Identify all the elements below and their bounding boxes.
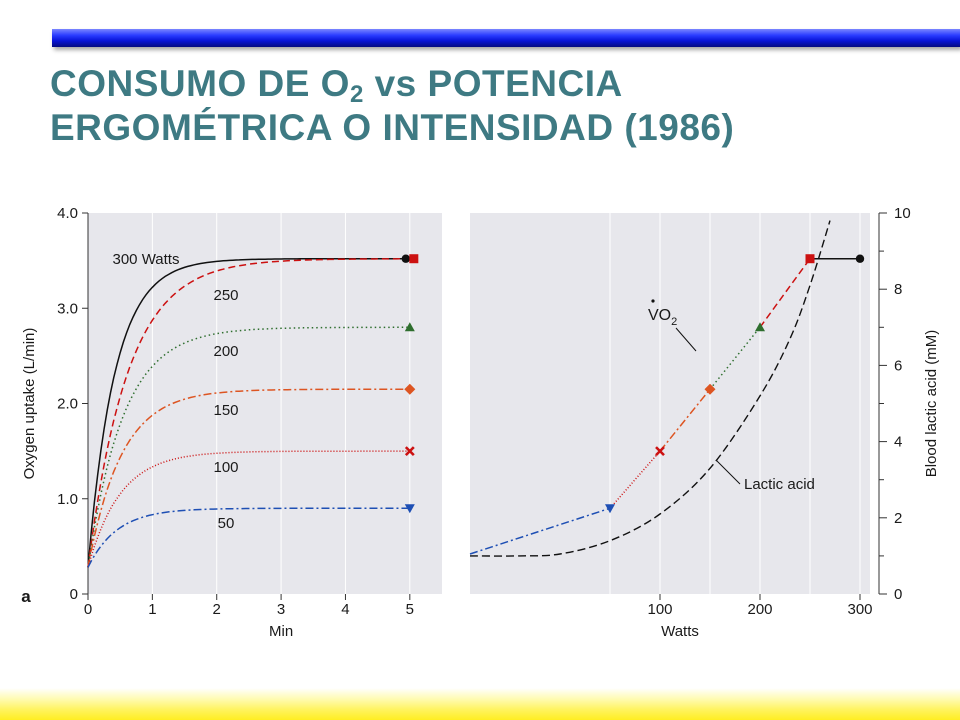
y-axis-label: Oxygen uptake (L/min) — [21, 328, 38, 480]
x-tick-label: 100 — [647, 601, 672, 618]
lactic-acid-line — [469, 220, 831, 557]
right-y-tick-label: 0 — [894, 586, 902, 603]
circle-marker — [401, 254, 411, 263]
diamond-marker — [404, 383, 416, 395]
x-axis-label: Watts — [661, 623, 699, 640]
title-accent-bar — [52, 29, 960, 47]
x-tick-label: 200 — [747, 601, 772, 618]
y-tick-label: 1.0 — [57, 491, 78, 508]
x-tick-label: 3 — [277, 601, 285, 618]
lactic-acid-label: Lactic acid — [744, 476, 815, 493]
plot-area-left — [88, 213, 442, 594]
vo2-line-segment — [609, 450, 661, 509]
diamond-marker — [704, 383, 716, 395]
vo2-line-segment — [759, 258, 811, 328]
x-tick-label: 0 — [84, 601, 92, 618]
right-panel: 100 200 300 Watts 0 2 4 6 8 10 Blood lactic acid (… — [469, 205, 940, 640]
right-y-tick-label: 4 — [894, 434, 902, 451]
title-line-2: ERGOMÉTRICA O INTENSIDAD (1986) — [50, 107, 735, 148]
series-label: 100 — [213, 459, 238, 476]
square-marker — [409, 254, 419, 264]
triangle-up-marker — [404, 322, 415, 332]
right-y-tick-label: 6 — [894, 357, 902, 374]
right-y-tick-label: 8 — [894, 281, 902, 298]
x-tick-label: 300 — [847, 601, 872, 618]
square-marker — [805, 254, 815, 264]
x-marker-stroke — [655, 446, 665, 457]
x-tick-label: 2 — [213, 601, 221, 618]
series-label: 150 — [213, 402, 238, 419]
vo2-leader-line — [675, 327, 697, 352]
x-marker-stroke — [404, 446, 415, 457]
right-y-axis-label: Blood lactic acid (mM) — [923, 330, 940, 478]
y-tick-label: 0 — [70, 586, 78, 603]
series-line — [87, 326, 410, 568]
series-label: 250 — [213, 287, 238, 304]
series-label: 50 — [218, 515, 235, 532]
vo2-label-main: VO — [648, 307, 671, 324]
lactic-leader-line — [715, 459, 741, 485]
slide-title: CONSUMO DE O2 vs POTENCIA ERGOMÉTRICA O I… — [50, 62, 950, 150]
vo2-label: VO2 — [648, 307, 677, 328]
series-label: 300 Watts — [113, 251, 180, 268]
vo2-dot-accent — [651, 299, 655, 303]
right-y-tick-label: 10 — [894, 205, 911, 222]
series-line — [87, 258, 410, 568]
y-tick-label: 3.0 — [57, 300, 78, 317]
series-line — [87, 507, 410, 568]
triangle-up-marker — [755, 322, 765, 332]
x-tick-label: 5 — [406, 601, 414, 618]
y-tick-label: 2.0 — [57, 396, 78, 413]
series-label: 200 — [213, 343, 238, 360]
panel-label: a — [21, 587, 31, 606]
x-tick-label: 1 — [148, 601, 156, 618]
vo2-line-segment — [659, 388, 711, 452]
circle-marker — [855, 254, 865, 263]
bottom-decorative-band — [0, 688, 960, 720]
x-tick-label: 4 — [341, 601, 349, 618]
x-marker — [655, 446, 665, 457]
x-axis-label: Min — [269, 623, 293, 640]
title-suffix: vs POTENCIA — [363, 63, 623, 104]
triangle-down-marker — [605, 504, 615, 514]
title-prefix: CONSUMO DE O — [50, 63, 350, 104]
right-y-tick-label: 2 — [894, 510, 902, 527]
x-marker — [404, 446, 415, 457]
vo2-label-subscript: 2 — [671, 316, 677, 328]
y-tick-label: 4.0 — [57, 205, 78, 222]
title-subscript: 2 — [349, 81, 364, 108]
triangle-down-marker — [404, 504, 415, 514]
series-line — [87, 257, 410, 568]
plot-area-right — [470, 213, 870, 594]
